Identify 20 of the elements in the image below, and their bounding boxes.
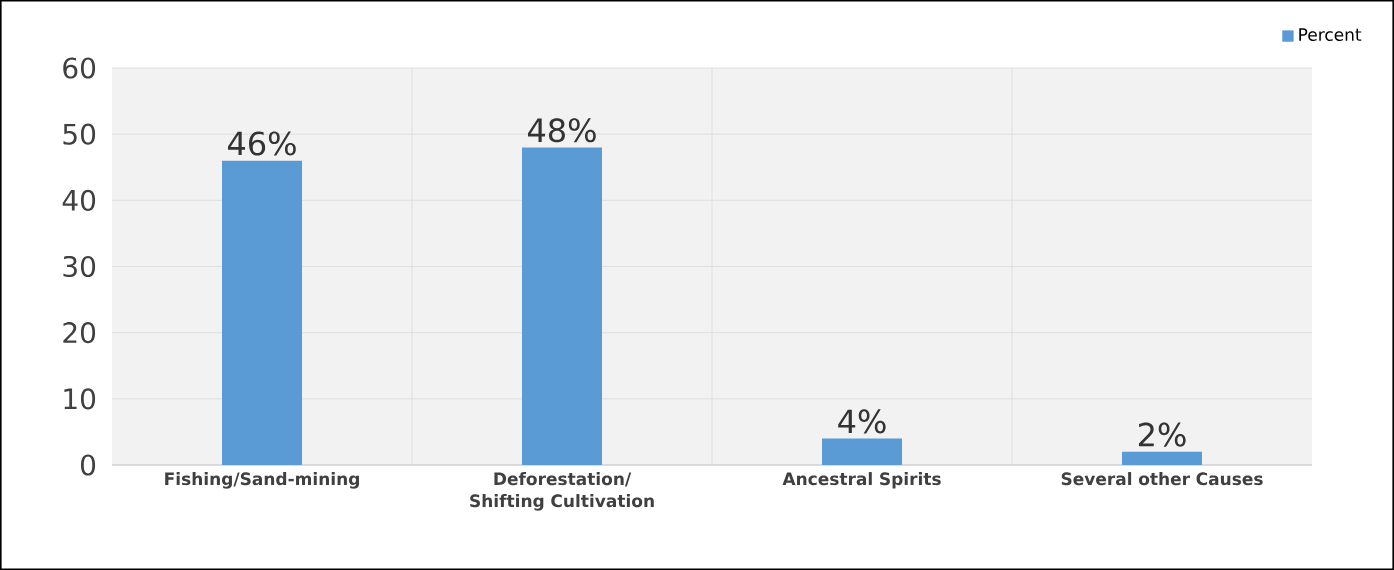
bar <box>522 147 602 465</box>
y-tick-label: 60 <box>63 57 96 79</box>
data-label: 48% <box>528 118 596 143</box>
y-tick-label: 50 <box>63 123 96 145</box>
y-tick-label: 0 <box>80 454 96 476</box>
legend-label: Percent <box>1299 28 1362 41</box>
y-tick-label: 10 <box>64 388 96 410</box>
x-tick-label: Fishing/Sand-mining <box>165 472 359 489</box>
bar <box>222 160 303 465</box>
data-label: 4% <box>838 409 886 434</box>
y-tick-label: 40 <box>62 189 96 211</box>
y-tick-label: 30 <box>63 255 96 278</box>
x-tick-label: Ancestral Spirits <box>782 472 941 489</box>
data-label: 2% <box>1138 422 1186 447</box>
y-tick-label: 20 <box>63 322 96 344</box>
x-tick-label: Deforestation/ Shifting Cultivation <box>470 472 654 511</box>
x-tick-label: Several other Causes <box>1061 472 1263 486</box>
bar <box>822 438 902 465</box>
bar <box>1122 451 1202 465</box>
data-label: 46% <box>228 131 296 156</box>
